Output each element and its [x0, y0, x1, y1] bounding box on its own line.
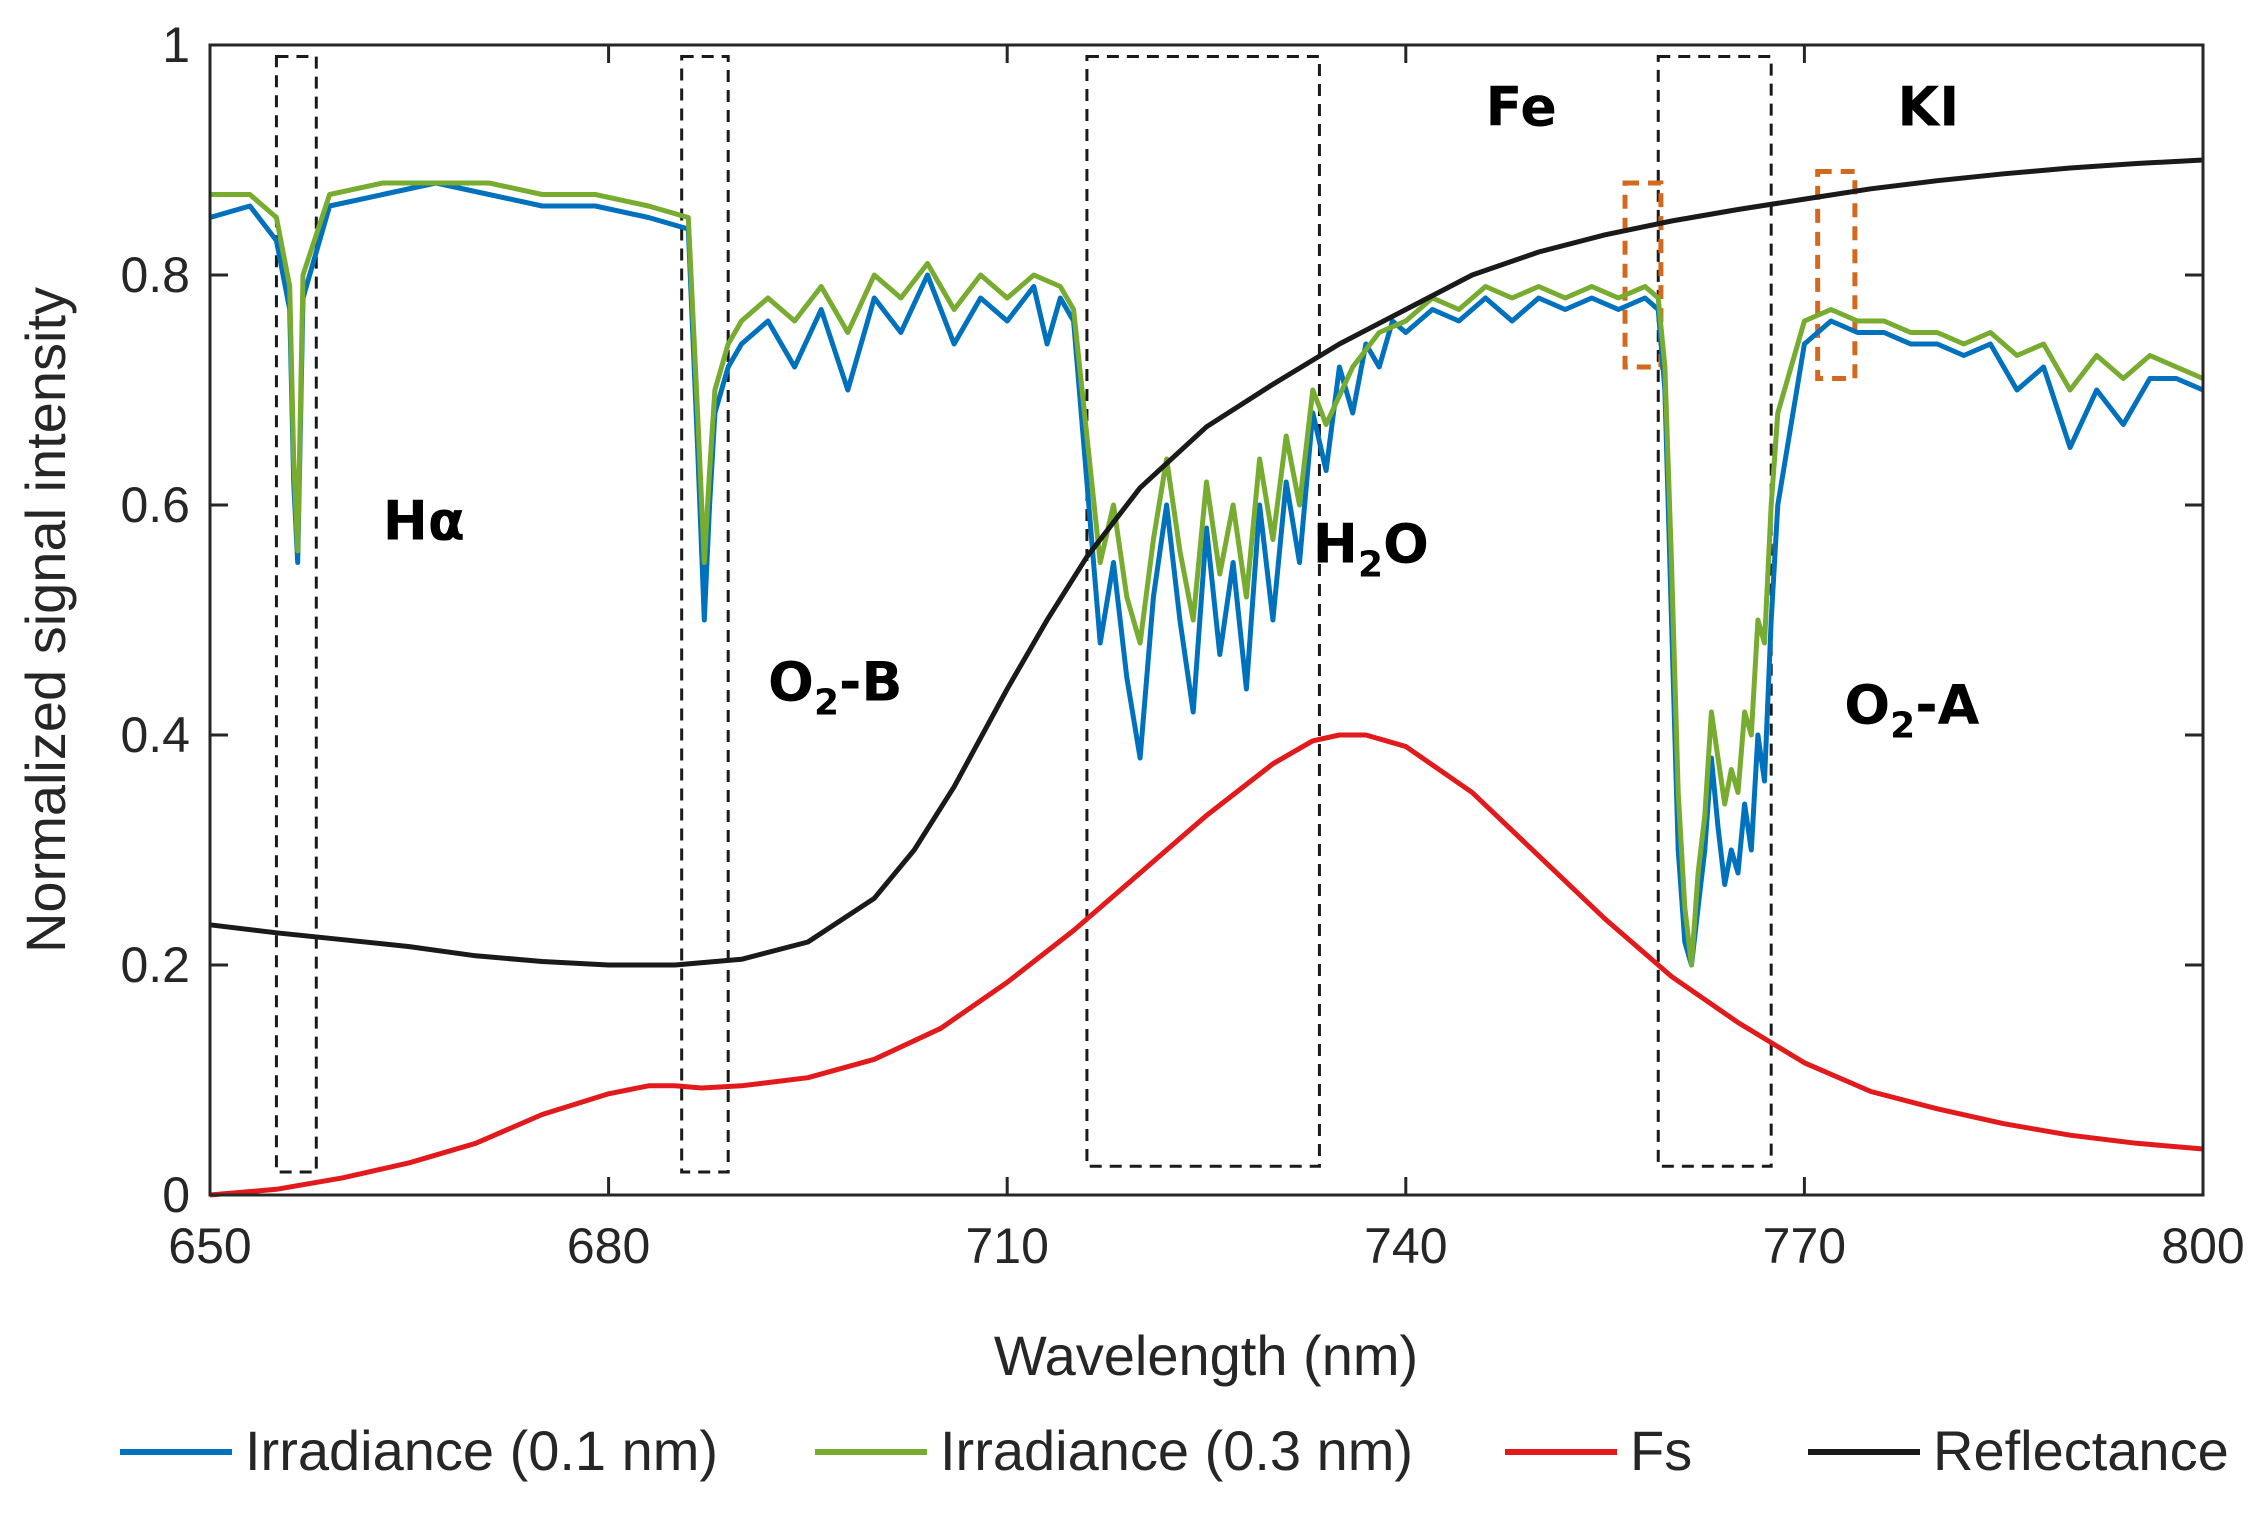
y-tick-label: 0.6 [120, 477, 190, 533]
series-line-irradiance-0-3-nm [210, 180, 2204, 968]
y-tick-label: 0.4 [120, 707, 190, 763]
highlight-regions [274, 55, 1858, 1174]
x-tick-label: 680 [567, 1218, 650, 1274]
x-tick-label: 770 [1763, 1218, 1846, 1274]
x-tick-label: 650 [168, 1218, 251, 1274]
band-label: O2-B [768, 651, 903, 724]
line-region-box [1815, 169, 1858, 381]
absorption-band-box [274, 55, 318, 1174]
series-lines [209, 157, 2204, 1198]
series-line-fs [209, 732, 2204, 1198]
plot-frame [208, 43, 2205, 1197]
y-tick-label: 1 [162, 17, 190, 73]
legend-label: Reflectance [1933, 1419, 2229, 1482]
absorption-band-box [680, 55, 730, 1174]
line-region-box [1622, 180, 1664, 370]
legend-label: Irradiance (0.3 nm) [940, 1419, 1413, 1482]
y-tick-label: 0 [162, 1167, 190, 1223]
band-label: O2-A [1844, 674, 1979, 747]
series-line-irradiance-0-1-nm [209, 180, 2204, 968]
band-label: KI [1897, 76, 1959, 139]
x-axis-label: Wavelength (nm) [994, 1324, 1418, 1387]
band-annotations: Hα O2-B H2O Fe KI O2-A [383, 76, 1980, 747]
y-tick-label: 0.2 [120, 937, 190, 993]
y-axis-label: Normalized signal intensity [14, 287, 77, 953]
legend: Irradiance (0.1 nm) Irradiance (0.3 nm) Fs… [120, 1419, 2229, 1482]
series-line-reflectance [209, 157, 2204, 968]
x-tick-label: 710 [965, 1218, 1048, 1274]
absorption-band-box [1085, 55, 1321, 1168]
band-label: Hα [383, 490, 465, 553]
legend-label: Fs [1630, 1419, 1692, 1482]
x-tick-label: 740 [1364, 1218, 1447, 1274]
band-label: Fe [1486, 76, 1557, 139]
x-tick-label: 800 [2161, 1218, 2244, 1274]
y-tick-label: 0.8 [120, 247, 190, 303]
legend-label: Irradiance (0.1 nm) [245, 1419, 718, 1482]
band-label: H2O [1313, 513, 1429, 586]
axis-ticks: 650 680 710 740 770 800 0 0.2 0.4 0.6 0.8 1 [120, 17, 2244, 1274]
